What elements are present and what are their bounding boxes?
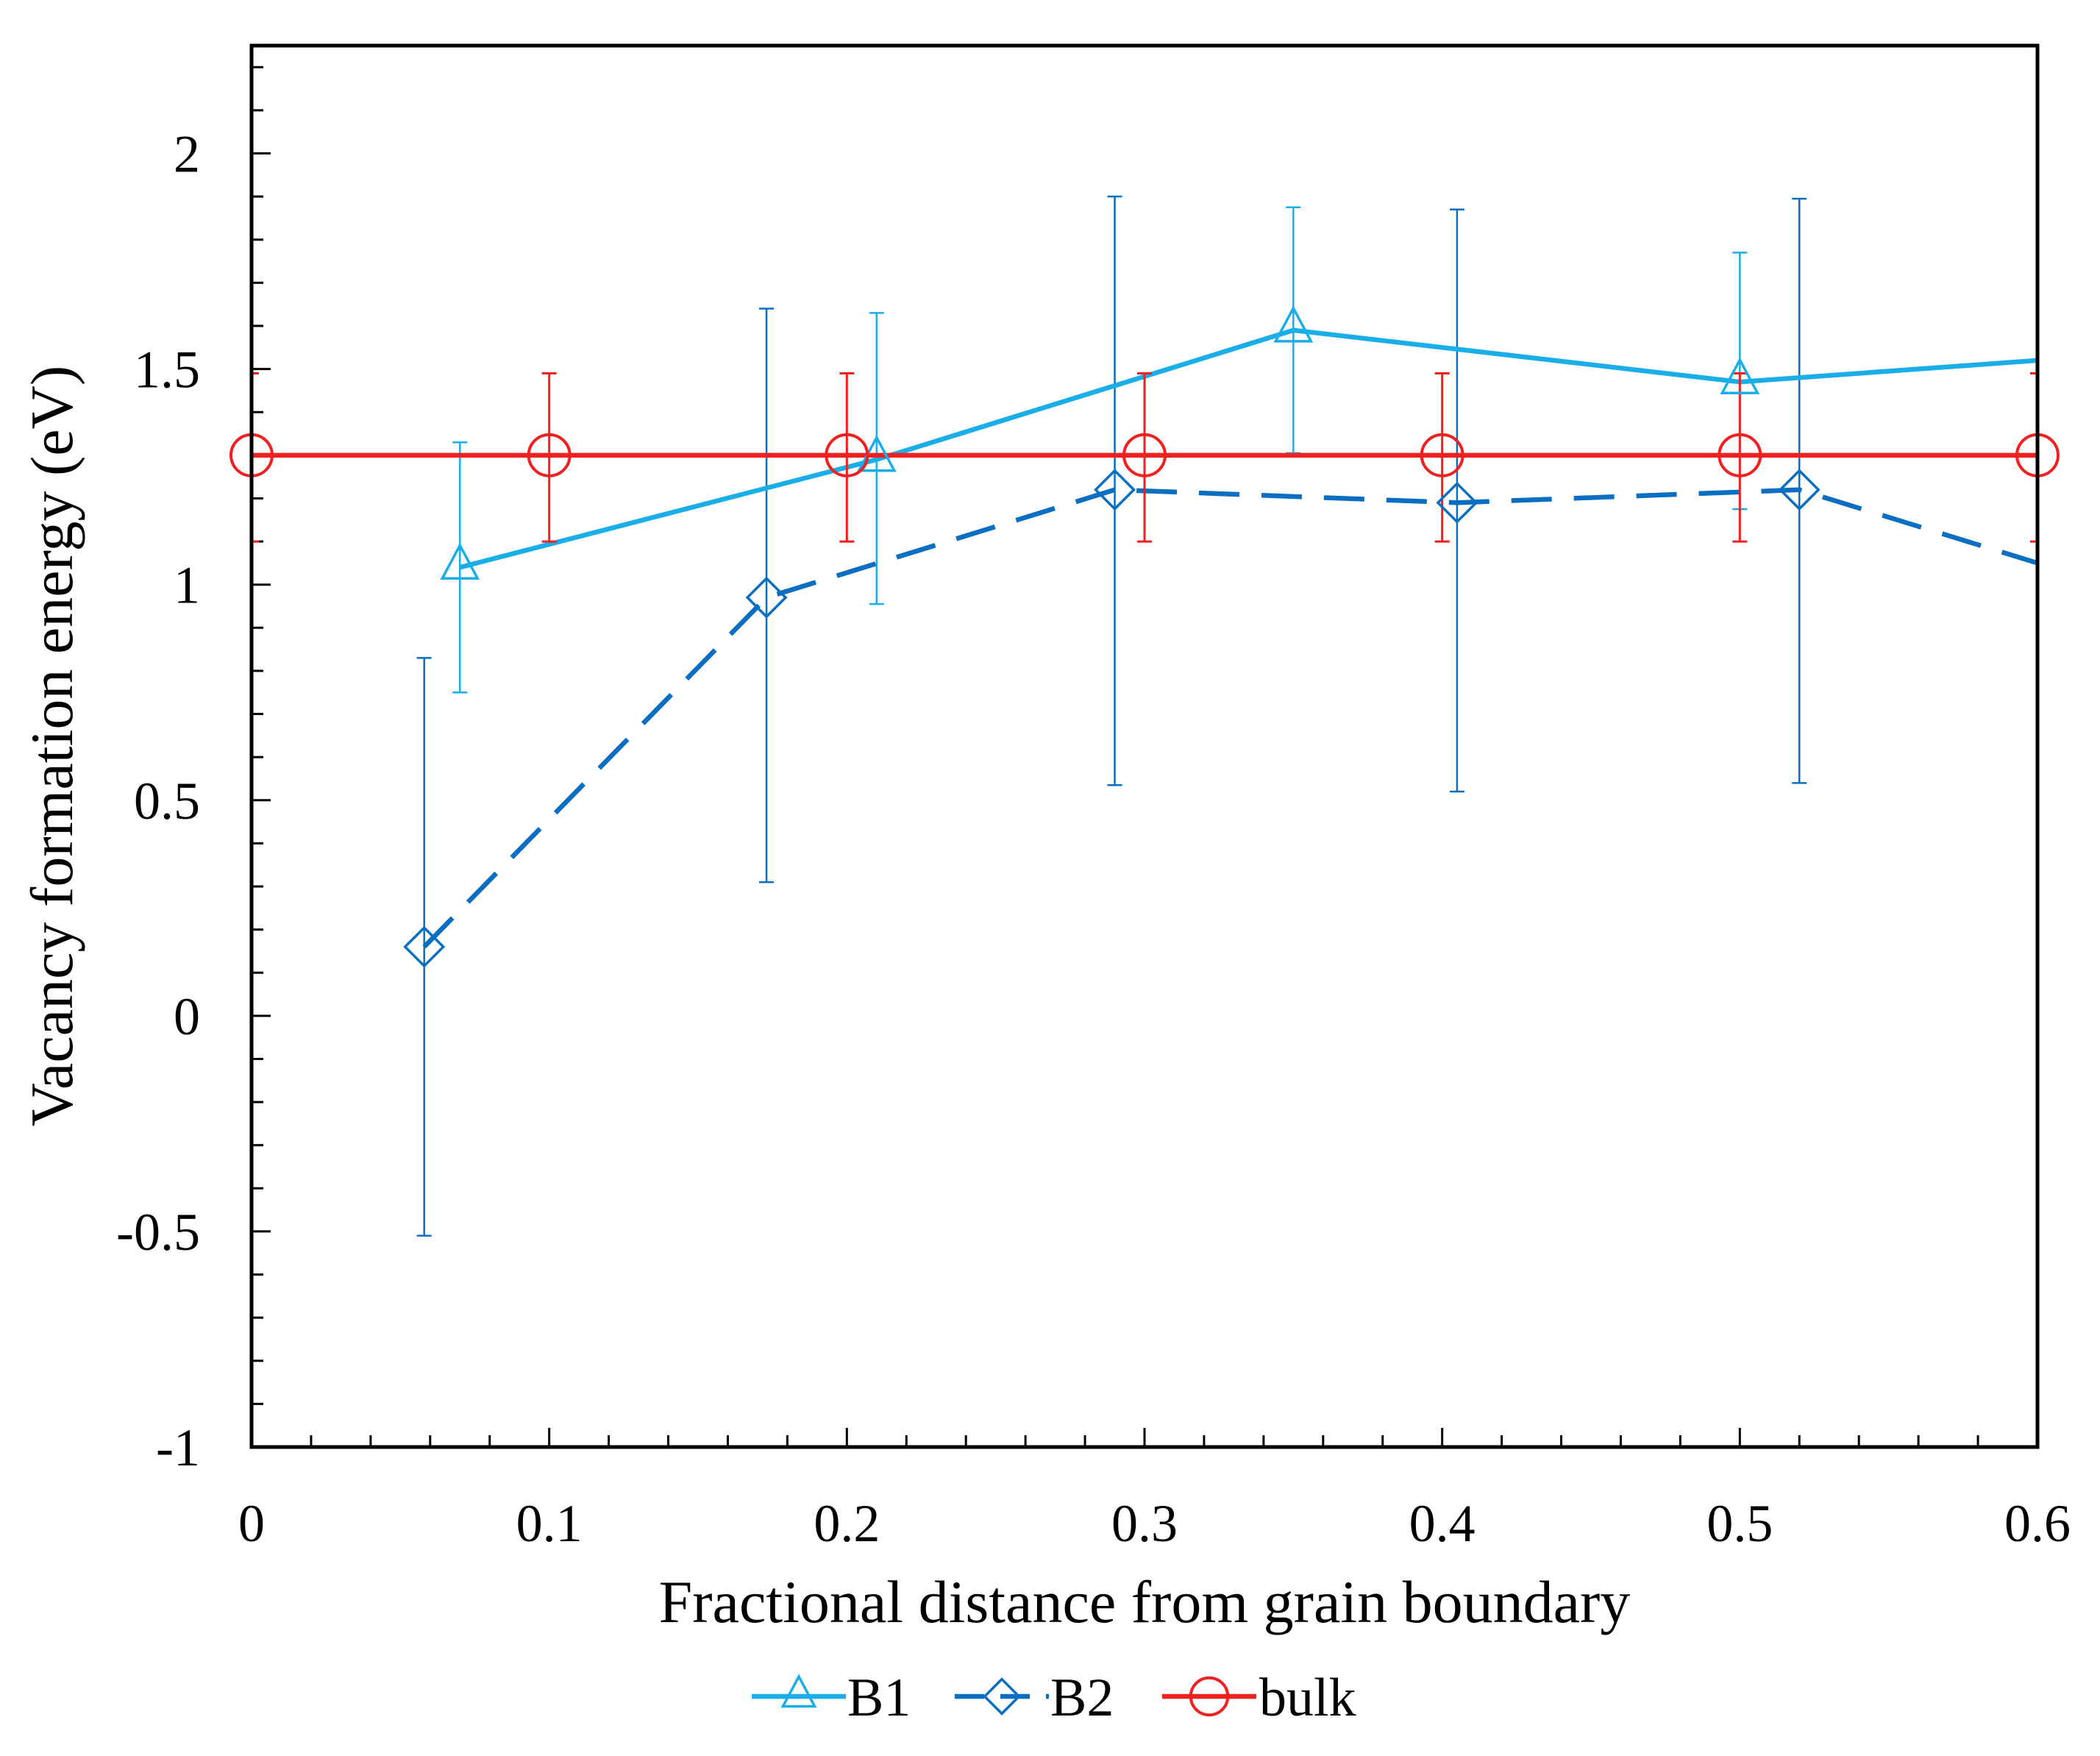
- marker-triangle: [1273, 305, 1314, 343]
- marker-diamond: [983, 1677, 1021, 1716]
- plot-frame: [249, 43, 2040, 1449]
- marker-circle: [1420, 433, 1464, 477]
- x-tick-label: 0.6: [2004, 1494, 2071, 1553]
- y-tick-label: 2: [174, 125, 200, 184]
- y-tick-label: 0: [174, 987, 200, 1046]
- marker-diamond: [1094, 469, 1136, 511]
- marker-diamond: [1778, 469, 1820, 511]
- marker-diamond: [403, 925, 446, 968]
- y-tick-label: 1.5: [134, 341, 200, 399]
- legend-label-bulk: bulk: [1259, 1668, 1356, 1728]
- legend-label-B2: B2: [1050, 1668, 1114, 1728]
- axis-ticks: [250, 65, 2039, 1448]
- x-tick-label: 0.4: [1409, 1494, 1476, 1553]
- plot-series: [252, 195, 2037, 1237]
- marker-diamond: [745, 576, 788, 619]
- x-tick-label: 0.1: [516, 1494, 583, 1553]
- marker-circle: [527, 433, 572, 477]
- tick-labels: 0 0.1 0.2 0.3 0.4 0.5 0.6 -1 -0.5 0 0.5 1 1.5 2: [116, 125, 2071, 1553]
- x-tick-label: 0.2: [814, 1494, 880, 1553]
- legend: B1 B2 bulk: [752, 1668, 1356, 1728]
- marker-circle: [1718, 433, 1762, 477]
- marker-circle: [1189, 1676, 1230, 1717]
- marker-triangle: [440, 542, 480, 580]
- marker-circle: [1122, 433, 1167, 477]
- series-line-B1: [459, 327, 2037, 570]
- x-tick-label: 0: [238, 1494, 265, 1553]
- y-tick-label: -1: [156, 1418, 200, 1477]
- x-tick-label: 0.5: [1706, 1494, 1773, 1553]
- x-tick-label: 0.3: [1111, 1494, 1178, 1553]
- x-axis-title: Fractional distance from grain boundary: [659, 1568, 1631, 1635]
- y-tick-label: -0.5: [116, 1203, 200, 1262]
- marker-triangle: [1720, 357, 1760, 394]
- marker-diamond: [1436, 481, 1478, 524]
- legend-label-B1: B1: [847, 1668, 911, 1728]
- marker-triangle: [780, 1674, 817, 1708]
- y-tick-label: 1: [174, 556, 200, 615]
- plot-markers: [229, 305, 2060, 968]
- y-axis-title: Vacancy formation energy (eV): [18, 366, 85, 1126]
- y-tick-label: 0.5: [134, 772, 200, 831]
- marker-circle: [825, 433, 869, 477]
- series-line-B2: [422, 487, 2037, 949]
